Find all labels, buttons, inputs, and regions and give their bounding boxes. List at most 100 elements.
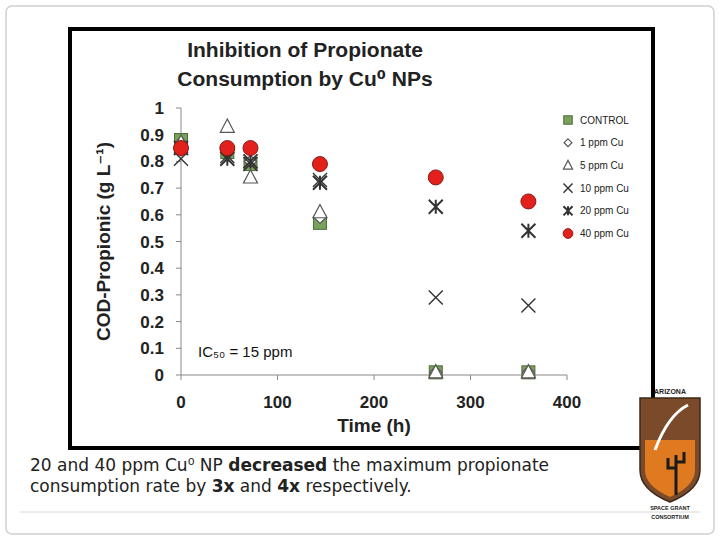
y-tick	[176, 108, 181, 109]
y-tick	[176, 375, 181, 376]
data-point	[220, 141, 235, 156]
marker-shape	[313, 176, 327, 190]
marker-shape	[243, 170, 257, 183]
background	[0, 0, 720, 540]
caption-run: 4x	[277, 476, 300, 496]
marker-shape	[563, 229, 573, 239]
legend-label: 5 ppm Cu	[580, 160, 623, 171]
data-point	[244, 155, 256, 167]
data-point	[521, 365, 535, 378]
annotation: IC₅₀ = 15 ppm	[198, 343, 292, 360]
data-point	[429, 365, 443, 378]
data-point	[220, 119, 234, 132]
series	[174, 119, 535, 378]
marker-shape	[243, 141, 258, 156]
series	[174, 141, 535, 238]
x-axis-label: Time (h)	[337, 415, 411, 436]
marker-shape	[313, 204, 327, 217]
logo-text: ARIZONA	[654, 388, 686, 395]
y-tick-label: 0.8	[140, 152, 164, 171]
marker-shape	[521, 224, 535, 238]
slide-rule	[20, 512, 700, 513]
caption-line: consumption rate by 3x and 4x respective…	[30, 476, 412, 496]
y-tick-label: 0.9	[140, 126, 164, 145]
y-tick	[176, 188, 181, 189]
chart-area	[72, 31, 651, 446]
x-tick-label: 300	[456, 393, 484, 412]
marker-shape	[243, 154, 257, 168]
data-point	[429, 200, 443, 214]
data-point	[243, 154, 257, 168]
marker-shape	[220, 141, 235, 156]
marker-shape	[521, 299, 535, 313]
x-tick	[374, 375, 375, 380]
x-tick	[277, 375, 278, 380]
y-tick	[176, 321, 181, 322]
data-point	[313, 176, 327, 190]
legend-marker	[563, 229, 573, 239]
logo-text: CONSORTIUM	[651, 514, 689, 520]
marker-shape	[428, 170, 443, 185]
legend-label: 40 ppm Cu	[580, 228, 629, 239]
x-tick-label: 100	[263, 393, 291, 412]
caption-run: 20 and 40 ppm Cu⁰ NP	[30, 455, 228, 475]
y-tick-label: 0	[155, 366, 164, 385]
caption-run: the maximum propionate	[327, 455, 549, 475]
legend-label: 1 ppm Cu	[580, 137, 623, 148]
legend-marker	[564, 139, 572, 147]
logo-sun	[645, 440, 695, 497]
marker-shape	[521, 365, 535, 378]
x-tick-label: 200	[360, 393, 388, 412]
marker-shape	[174, 141, 188, 155]
marker-shape	[244, 155, 256, 167]
caption-run: respectively.	[300, 476, 412, 496]
x-tick	[181, 375, 182, 380]
legend-marker	[563, 160, 572, 169]
y-tick	[176, 214, 181, 215]
logo-cactus	[668, 452, 684, 495]
marker-shape	[429, 200, 443, 214]
y-tick-label: 0.6	[140, 206, 164, 225]
y-tick	[176, 294, 181, 295]
data-point	[312, 157, 327, 172]
series	[174, 141, 536, 209]
y-axis-label: COD-Propionic (g L⁻¹)	[93, 142, 114, 341]
data-point	[429, 291, 443, 305]
x-tick	[567, 375, 568, 380]
marker-shape	[563, 184, 572, 193]
marker-shape	[563, 160, 572, 169]
data-point	[174, 141, 189, 156]
caption-run: decreased	[228, 455, 327, 475]
y-tick	[176, 348, 181, 349]
data-point	[521, 224, 535, 238]
x-tick-label: 0	[176, 393, 185, 412]
legend-marker	[563, 206, 572, 215]
data-point	[313, 204, 327, 217]
y-tick-label: 0.2	[140, 313, 164, 332]
marker-shape	[564, 116, 572, 124]
caption-run: consumption rate by	[30, 476, 212, 496]
marker-shape	[220, 119, 234, 132]
data-point	[174, 141, 188, 155]
data-point	[243, 141, 258, 156]
x-tick-label: 400	[553, 393, 581, 412]
marker-shape	[521, 194, 536, 209]
marker-shape	[429, 291, 443, 305]
legend-label: 10 ppm Cu	[580, 183, 629, 194]
y-tick-label: 0.7	[140, 179, 164, 198]
data-point	[521, 194, 536, 209]
y-tick-label: 0.1	[140, 339, 164, 358]
data-point	[428, 170, 443, 185]
y-tick-label: 0.5	[140, 233, 164, 252]
y-tick-label: 0.4	[140, 259, 164, 278]
y-tick	[176, 268, 181, 269]
series	[175, 137, 534, 379]
caption-run: and	[234, 476, 277, 496]
chart-border	[68, 27, 655, 450]
legend-marker	[564, 116, 572, 124]
legend-label: 20 ppm Cu	[580, 205, 629, 216]
series	[174, 149, 535, 313]
logo-shield	[640, 398, 700, 502]
y-tick-label: 0.3	[140, 286, 164, 305]
series	[175, 134, 535, 379]
